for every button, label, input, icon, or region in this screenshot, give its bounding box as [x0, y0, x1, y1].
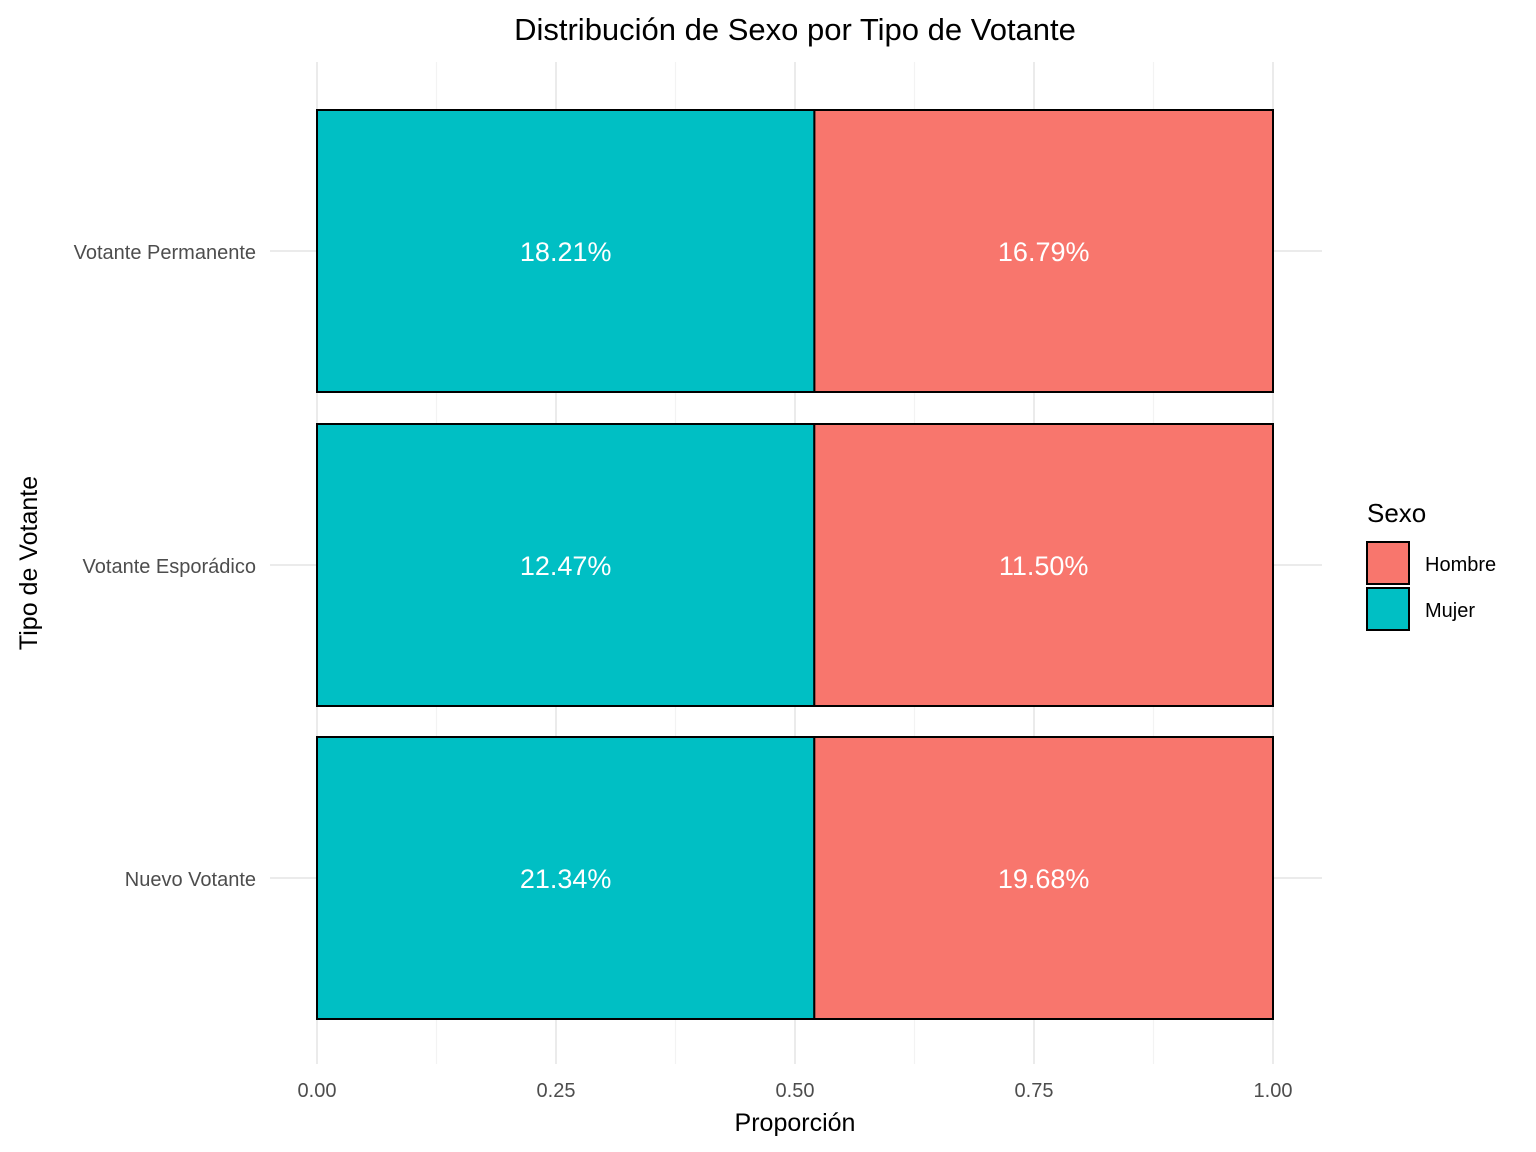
y-tick-label: Nuevo Votante	[125, 869, 256, 891]
bar-labels: 18.21% 16.79% 12.47% 11.50% 21.34% 19.68%	[520, 237, 1090, 894]
legend-key-mujer	[1366, 587, 1410, 631]
y-axis-title: Tipo de Votante	[15, 476, 43, 650]
bar-value-label: 21.34%	[520, 864, 612, 894]
x-tick-label: 1.00	[1254, 1080, 1293, 1102]
x-axis-ticks: 0.00 0.25 0.50 0.75 1.00	[298, 1080, 1293, 1102]
x-tick-label: 0.25	[537, 1080, 576, 1102]
bar-value-label: 18.21%	[520, 237, 612, 267]
bar-mujer	[316, 109, 816, 393]
legend: Sexo Hombre Mujer	[1366, 498, 1496, 631]
legend-label: Mujer	[1425, 600, 1475, 622]
x-tick-label: 0.75	[1015, 1080, 1054, 1102]
bar-hombre	[813, 736, 1275, 1020]
y-axis-ticks: Votante Permanente Votante Esporádico Nuev…	[74, 242, 256, 891]
bar-value-label: 11.50%	[999, 551, 1089, 581]
chart-title: Distribución de Sexo por Tipo de Votante	[514, 12, 1076, 47]
bar-mujer	[316, 423, 816, 707]
y-tick-label: Votante Permanente	[74, 242, 256, 264]
y-tick-label: Votante Esporádico	[83, 556, 256, 578]
legend-items: Hombre Mujer	[1366, 541, 1496, 631]
legend-title: Sexo	[1367, 498, 1426, 528]
bar-hombre	[813, 423, 1275, 707]
bar-value-label: 19.68%	[998, 864, 1090, 894]
bars	[316, 109, 1275, 1020]
x-tick-label: 0.50	[776, 1080, 815, 1102]
x-tick-label: 0.00	[298, 1080, 337, 1102]
legend-key-hombre	[1366, 541, 1410, 585]
bar-value-label: 16.79%	[998, 237, 1090, 267]
legend-label: Hombre	[1425, 554, 1496, 576]
bar-hombre	[813, 109, 1274, 393]
x-axis-title: Proporción	[735, 1109, 856, 1137]
bar-mujer	[316, 736, 816, 1020]
bar-value-label: 12.47%	[520, 551, 612, 581]
